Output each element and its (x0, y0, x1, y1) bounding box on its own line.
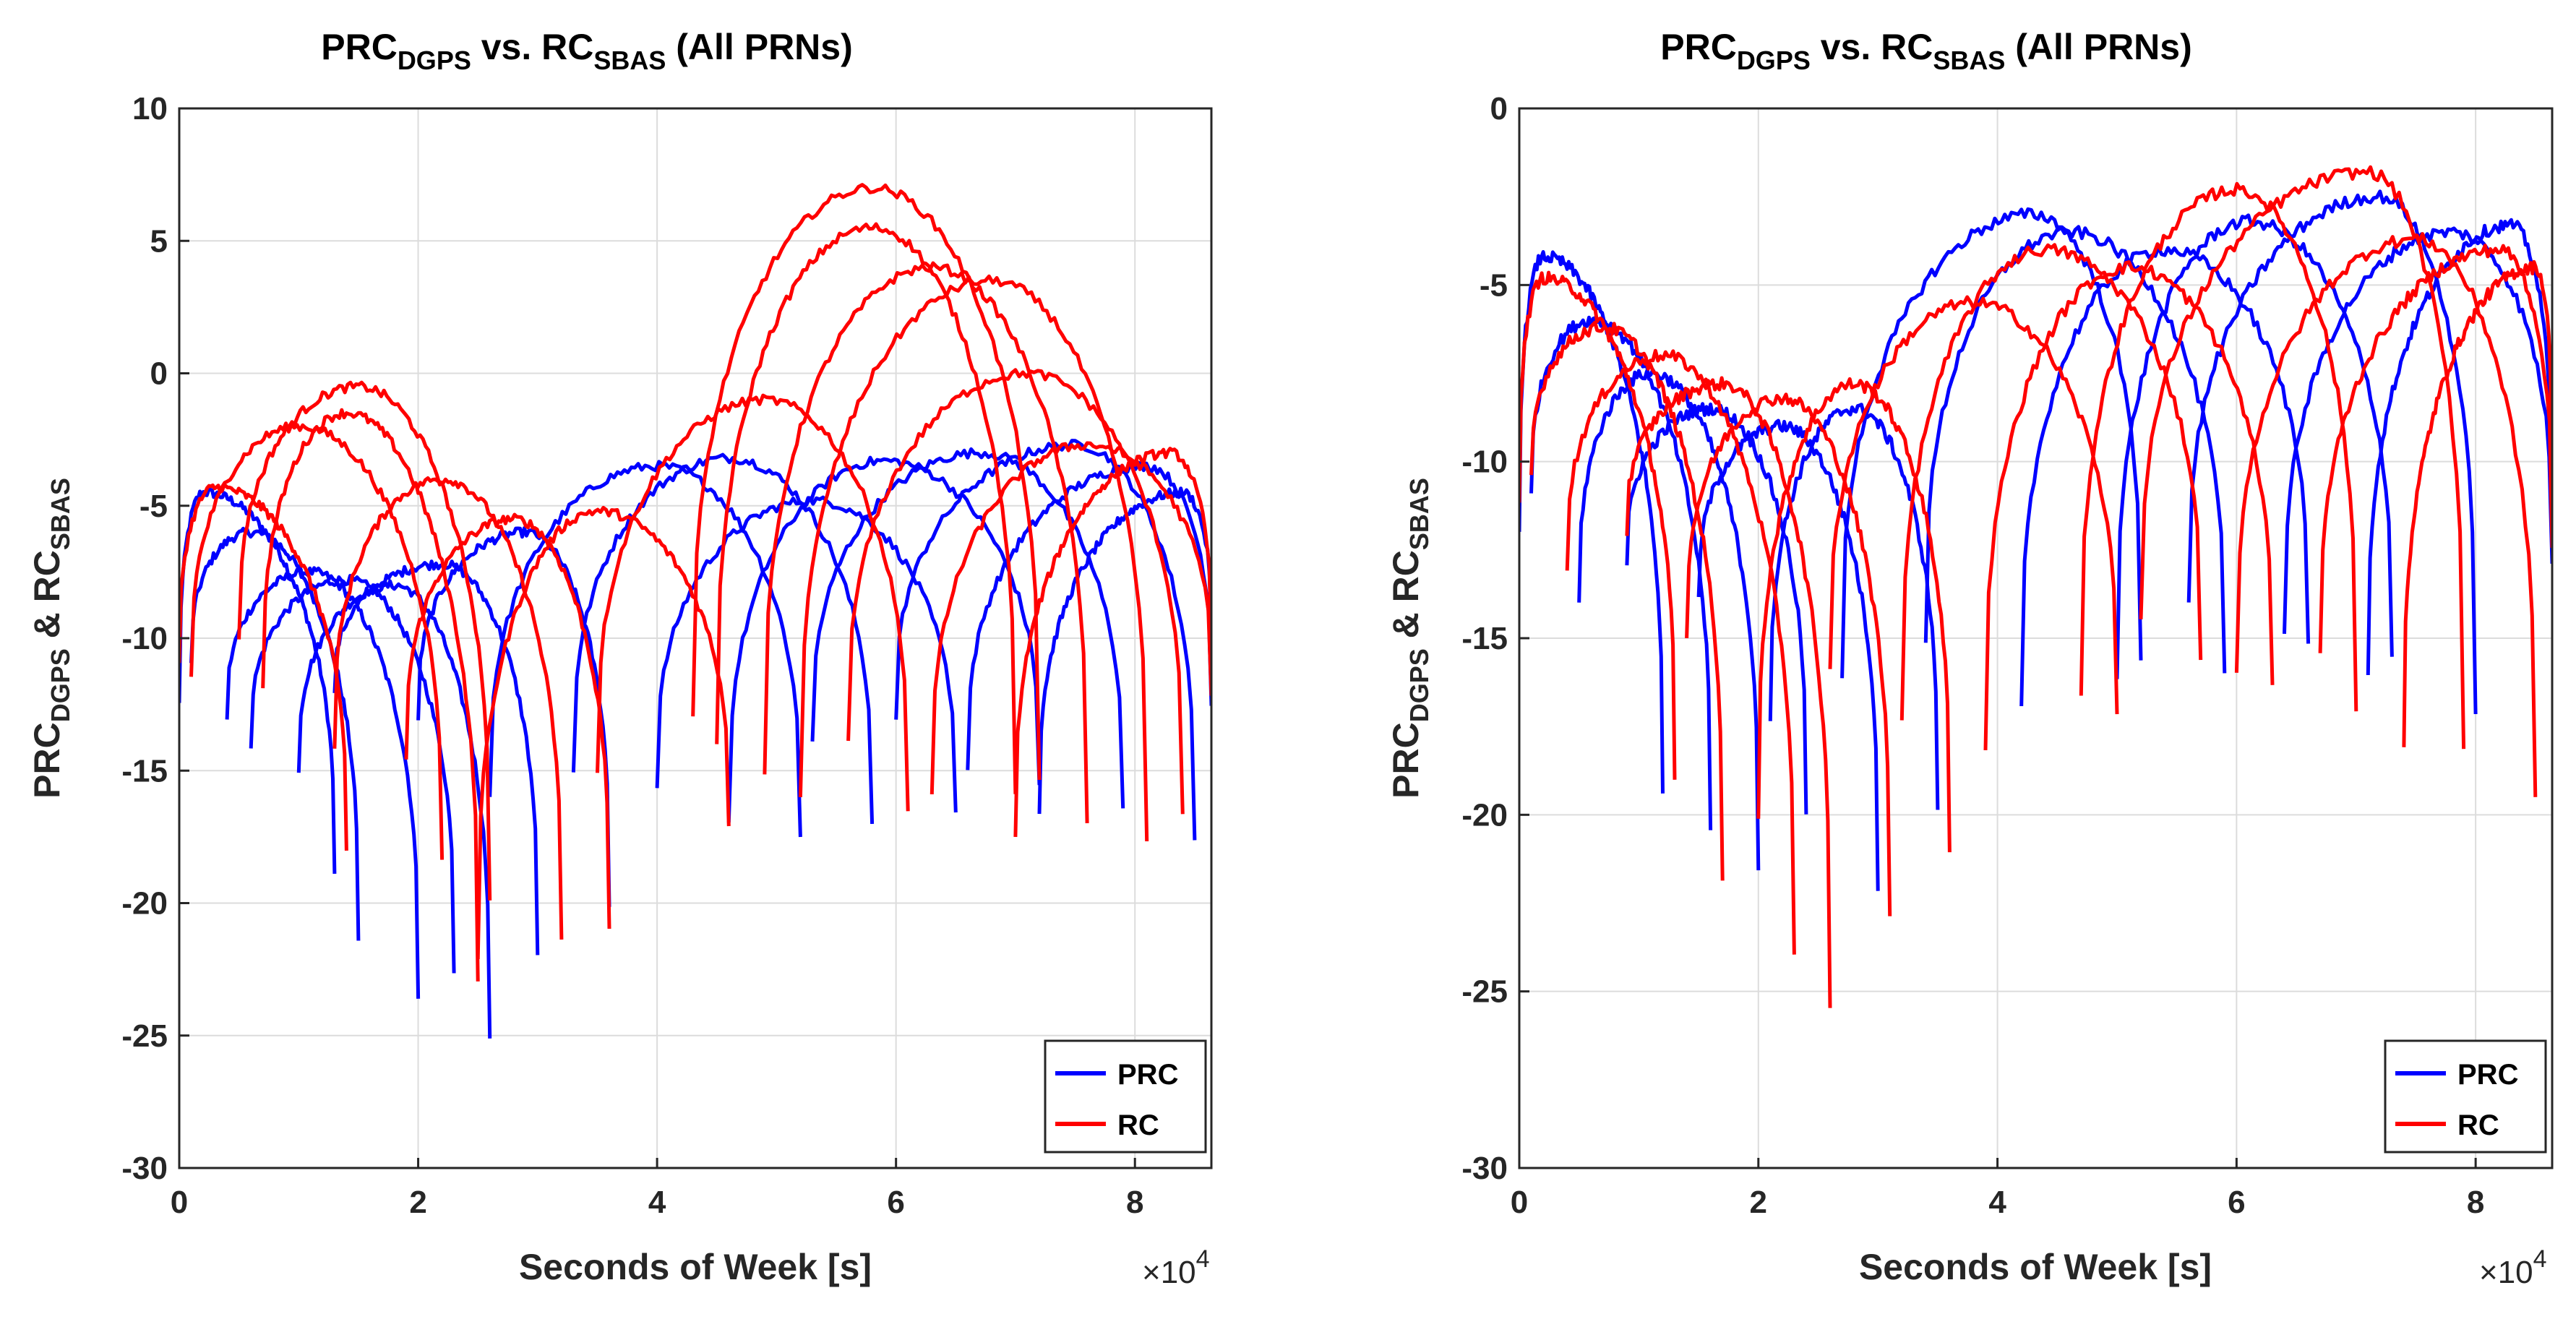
series-rc-line (596, 393, 910, 812)
y-tick-label: -25 (1461, 974, 1508, 1010)
y-axis-label-left: PRCDGPS & RCSBAS (27, 478, 75, 799)
series-rc-line (1756, 377, 1952, 853)
series-prc-line (810, 447, 1125, 809)
y-tick-label: -5 (1480, 267, 1508, 303)
legend-right: PRC RC (2384, 1039, 2547, 1154)
y-tick-label: -10 (1461, 445, 1508, 480)
y-axis-label-right: PRCDGPS & RCSBAS (1386, 478, 1434, 799)
series-prc-line (571, 452, 875, 824)
series-rc-line (332, 476, 564, 940)
x-tick-label: 6 (2228, 1185, 2245, 1220)
y-tick-label: 0 (150, 356, 168, 392)
y-tick-label: -15 (1461, 621, 1508, 656)
legend-label-rc-left: RC (1117, 1109, 1159, 1141)
y-tick-label: -10 (121, 621, 168, 656)
series-rc-line (237, 380, 492, 901)
series-prc-line (1577, 368, 1761, 871)
series-rc-line (2139, 165, 2466, 750)
series-prc-line (1768, 403, 1940, 810)
series-rc-line (1625, 376, 1832, 1008)
legend-label-prc-left: PRC (1117, 1059, 1178, 1091)
series-prc-line (1840, 207, 2143, 679)
legend-label-prc-right: PRC (2457, 1059, 2518, 1091)
x-multiplier-right: ×104 (2479, 1245, 2547, 1290)
x-tick-label: 6 (887, 1185, 904, 1220)
series-prc-line (1923, 225, 2227, 674)
series-rc-line (1983, 260, 2275, 751)
series-prc-line (1696, 418, 1880, 891)
y-tick-label: -5 (139, 489, 168, 524)
series-rc-line (2318, 244, 2552, 653)
y-tick-label: -25 (121, 1018, 168, 1054)
x-ticks-right: 0 2 4 6 8 (1511, 1158, 2484, 1220)
series-rc-line (691, 183, 1042, 781)
series-prc-line (726, 455, 1042, 823)
y-tick-label: -20 (121, 886, 168, 922)
series-prc-line (2186, 189, 2478, 715)
x-tick-label: 2 (1750, 1185, 1767, 1220)
legend-box-left (1044, 1039, 1207, 1154)
legend-box-right (2384, 1039, 2547, 1154)
series-prc-line (1529, 315, 1713, 830)
chart-title-right: PRCDGPS vs. RCSBAS (All PRNs) (1660, 27, 2192, 75)
y-tick-label: 0 (1490, 91, 1508, 126)
series-prc-line (1625, 402, 1808, 815)
series-rc-line (1565, 348, 1796, 955)
series-rc-line (261, 408, 480, 982)
series-rc-line (1899, 243, 2203, 721)
x-tick-label: 4 (1988, 1185, 2006, 1220)
series-rc-line (715, 222, 1018, 794)
plot-lines-left (179, 183, 1211, 1039)
series-rc-line (929, 441, 1211, 794)
series-rc-line (1529, 320, 1725, 881)
x-tick-label: 0 (171, 1185, 188, 1220)
x-tick-label: 0 (1511, 1185, 1528, 1220)
series-rc-line (476, 505, 731, 960)
y-tick-label: -20 (1461, 797, 1508, 833)
chart-title-left: PRCDGPS vs. RCSBAS (All PRNs) (321, 27, 853, 75)
series-prc-line (225, 566, 421, 999)
y-ticks-right: -30 -25 -20 -15 -10 -5 0 (1461, 91, 1529, 1186)
x-multiplier-left: ×104 (1142, 1245, 1210, 1290)
series-rc-line (2234, 232, 2538, 797)
plot-lines-right (1519, 165, 2552, 1008)
series-rc-line (1013, 447, 1211, 837)
series-rc-line (1519, 270, 1677, 780)
series-prc-line (2115, 213, 2394, 679)
series-rc-line (2079, 181, 2358, 712)
x-tick-label: 2 (409, 1185, 426, 1220)
series-prc-line (416, 526, 611, 907)
series-prc-line (488, 460, 802, 838)
series-rc-line (404, 512, 611, 929)
x-tick-label: 8 (2467, 1185, 2484, 1220)
series-rc-line (179, 483, 348, 851)
x-axis-label-left: Seconds of Week [s] (519, 1247, 872, 1287)
series-rc-line (2402, 259, 2552, 747)
x-tick-label: 4 (648, 1185, 666, 1220)
legend-left: PRC RC (1044, 1039, 1207, 1154)
series-rc-line (763, 261, 1089, 823)
x-tick-label: 8 (1126, 1185, 1143, 1220)
x-axis-label-right: Seconds of Week [s] (1859, 1247, 2212, 1287)
series-prc-line (2019, 246, 2311, 707)
series-rc-line (1685, 392, 1892, 916)
y-tick-label: -30 (1461, 1151, 1508, 1186)
y-tick-label: -30 (121, 1151, 168, 1186)
series-prc-line (296, 579, 492, 1039)
legend-label-rc-right: RC (2457, 1109, 2499, 1141)
series-rc-line (798, 274, 1149, 842)
y-tick-label: -15 (121, 753, 168, 789)
y-ticks-left: -30 -25 -20 -15 -10 -5 0 5 10 (121, 91, 189, 1186)
x-ticks-left: 0 2 4 6 8 (171, 1158, 1143, 1220)
y-tick-label: 5 (150, 223, 168, 259)
y-tick-label: 10 (132, 91, 168, 126)
